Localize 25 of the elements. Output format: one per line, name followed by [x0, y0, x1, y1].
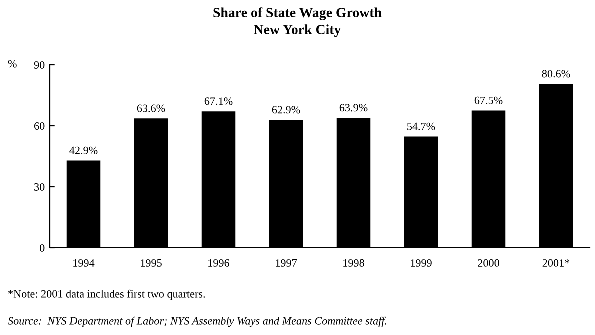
x-tick-label: 1997: [276, 259, 298, 267]
x-tick-label: 2000: [478, 259, 500, 267]
text: *Note: 2001 data includes first two quarters.: [8, 290, 206, 300]
data-label: 67.1%: [204, 98, 233, 106]
chart-subtitle: New York City: [254, 24, 342, 38]
chart-title: Share of State Wage Growth: [214, 8, 382, 20]
x-tick-label: 2001*: [542, 259, 570, 267]
data-label: 80.6%: [542, 70, 570, 78]
data-label: 54.7%: [408, 122, 436, 130]
y-tick-label: 0: [40, 244, 45, 252]
x-tick-label: 1994: [74, 259, 95, 267]
y-tick-label: 60: [34, 122, 45, 130]
data-label: 63.6%: [137, 104, 166, 112]
data-label: 67.5%: [474, 96, 503, 104]
y-axis-title: %: [8, 60, 17, 68]
y-tick-label: 30: [34, 183, 45, 191]
data-label: 63.9%: [340, 104, 368, 112]
x-tick-label: 1995: [141, 259, 162, 267]
x-tick-label: 1999: [411, 259, 432, 267]
y-tick-label: 90: [34, 61, 45, 69]
x-tick-label: 1998: [344, 259, 364, 267]
data-label: 42.9%: [70, 146, 98, 154]
x-tick-label: 1996: [208, 259, 230, 267]
data-label: 62.9%: [272, 106, 300, 114]
source-note: Source: NYS Department of Labor; NYS Assembly Ways and Means Committee staff.: [8, 316, 387, 328]
